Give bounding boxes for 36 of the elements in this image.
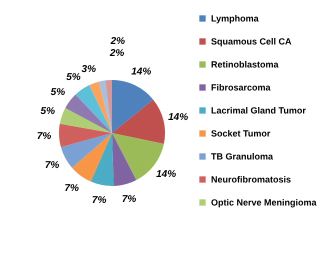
data-label: 2%: [110, 36, 126, 48]
data-label: 5%: [66, 72, 81, 83]
legend-label: Fibrosarcoma: [211, 82, 272, 92]
legend-label: Lacrimal Gland Tumor: [211, 106, 306, 116]
pie-slice: [112, 100, 165, 144]
legend-label: Squamous Cell CA: [211, 36, 292, 46]
legend-label: Socket Tumor: [211, 128, 271, 138]
legend-label: Retinoblastoma: [211, 60, 280, 70]
pie-slice: [112, 80, 154, 133]
pie-slice: [75, 85, 112, 133]
legend-label: Neurofibromatosis: [211, 174, 292, 184]
data-label: 14%: [131, 66, 152, 78]
data-label: 7%: [36, 131, 52, 142]
data-label: 5%: [40, 106, 56, 117]
pie-slice: [112, 133, 136, 186]
pie-slice: [60, 108, 112, 133]
pie-slice: [72, 133, 112, 182]
data-label: 5%: [50, 86, 66, 98]
legend-label: Optic Nerve Meningioma: [211, 198, 318, 208]
data-label: 14%: [156, 169, 176, 180]
data-label: 3%: [82, 64, 96, 76]
legend-label: TB Granuloma: [211, 152, 274, 162]
data-label: 7%: [92, 194, 106, 206]
data-label: 14%: [168, 112, 188, 123]
pie-slice: [98, 80, 112, 133]
pie-slice: [89, 82, 112, 133]
data-label: 2%: [108, 48, 124, 60]
pie-slice: [60, 133, 112, 168]
pie-slice: [105, 80, 112, 133]
pie-slice: [90, 133, 114, 186]
data-label: 7%: [44, 160, 60, 172]
pie-slice: [59, 124, 112, 148]
data-label: 7%: [122, 194, 136, 205]
data-label: 7%: [64, 182, 80, 194]
legend-label: Lymphoma: [211, 14, 260, 24]
pie-slice: [65, 94, 112, 133]
